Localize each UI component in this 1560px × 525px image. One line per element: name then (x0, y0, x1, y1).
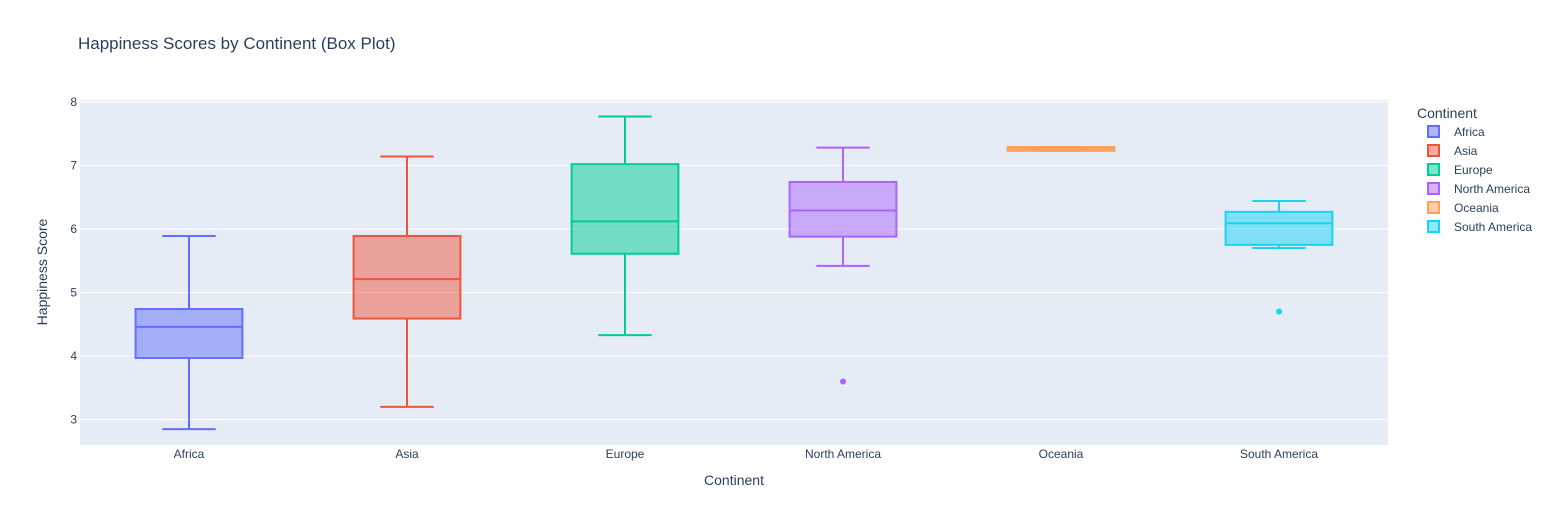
grid-lines (80, 101, 1388, 421)
legend-swatch (1427, 144, 1440, 157)
x-tick-label: North America (805, 447, 881, 461)
y-tick-labels: 3 4 5 6 7 8 (70, 95, 77, 427)
legend-swatch (1427, 182, 1440, 195)
legend-item-north-america: North America (1427, 182, 1530, 196)
y-tick-label: 5 (70, 286, 77, 300)
legend-item-south-america: South America (1427, 220, 1532, 234)
box-europe (570, 115, 680, 337)
legend-label: North America (1454, 182, 1530, 196)
y-tick-label: 7 (70, 158, 77, 172)
legend-item-europe: Europe (1427, 163, 1493, 177)
iqr-box (570, 163, 680, 255)
box-south-america (1224, 200, 1334, 315)
chart-title: Happiness Scores by Continent (Box Plot) (78, 34, 396, 53)
y-tick-label: 6 (70, 222, 77, 236)
legend: Continent Africa Asia Europe North America O… (1417, 105, 1532, 234)
box-oceania (1006, 146, 1116, 152)
x-tick-label: South America (1240, 447, 1318, 461)
boxes (134, 115, 1334, 431)
outlier-point (840, 378, 846, 385)
iqr-box (352, 234, 462, 320)
x-tick-labels: Africa Asia Europe North America Oceania Sout… (174, 447, 1319, 461)
legend-item-asia: Asia (1427, 144, 1478, 158)
x-tick-label: Africa (174, 447, 205, 461)
legend-label: Africa (1454, 125, 1485, 139)
y-axis-title: Happiness Score (34, 218, 50, 325)
iqr-box (788, 180, 898, 238)
y-tick-label: 4 (70, 349, 77, 363)
plot-background (80, 100, 1388, 445)
outlier-point (1276, 308, 1282, 315)
box-asia (352, 155, 462, 408)
legend-item-africa: Africa (1427, 125, 1485, 139)
y-tick-label: 3 (70, 413, 77, 427)
x-axis-title: Continent (704, 472, 764, 488)
legend-title: Continent (1417, 105, 1477, 121)
legend-swatch (1427, 201, 1440, 214)
legend-swatch (1427, 163, 1440, 176)
legend-label: South America (1454, 220, 1532, 234)
iqr-box (134, 308, 244, 359)
box-africa (134, 234, 244, 431)
iqr-box (1224, 210, 1334, 246)
legend-item-oceania: Oceania (1427, 201, 1499, 215)
y-tick-label: 8 (70, 95, 77, 109)
legend-swatch (1427, 220, 1440, 233)
legend-label: Oceania (1454, 201, 1499, 215)
x-tick-label: Oceania (1039, 447, 1084, 461)
legend-swatch (1427, 125, 1440, 138)
box-north-america (788, 146, 898, 385)
x-tick-label: Asia (395, 447, 419, 461)
legend-label: Asia (1454, 144, 1478, 158)
x-tick-label: Europe (606, 447, 645, 461)
legend-label: Europe (1454, 163, 1493, 177)
